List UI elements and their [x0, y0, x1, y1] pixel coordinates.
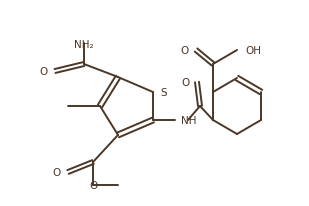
Text: NH: NH: [181, 115, 197, 125]
Text: OH: OH: [245, 46, 261, 56]
Text: O: O: [181, 46, 189, 56]
Text: O: O: [53, 167, 61, 177]
Text: O: O: [40, 67, 48, 77]
Text: S: S: [160, 88, 167, 97]
Text: O: O: [182, 78, 190, 88]
Text: O: O: [89, 180, 97, 190]
Text: NH₂: NH₂: [74, 40, 94, 50]
